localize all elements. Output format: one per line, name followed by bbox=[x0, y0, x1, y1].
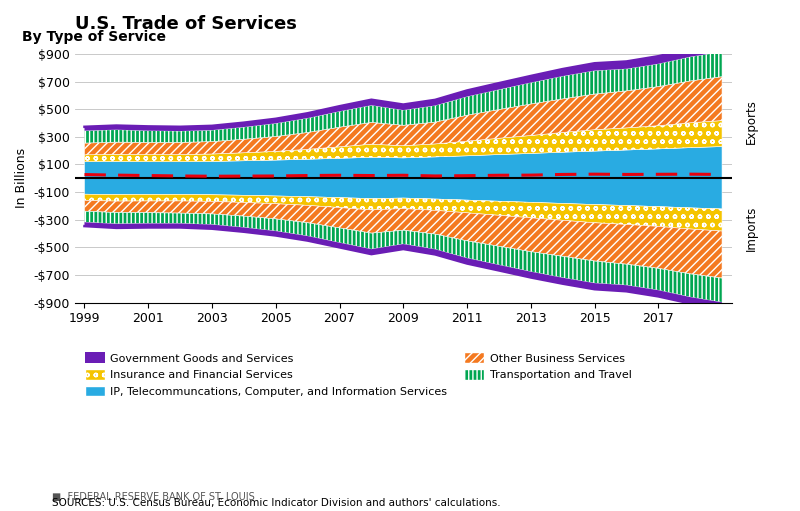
Text: By Type of Service: By Type of Service bbox=[22, 30, 166, 44]
Text: ■  FEDERAL RESERVE BANK OF ST. LOUIS: ■ FEDERAL RESERVE BANK OF ST. LOUIS bbox=[52, 492, 254, 502]
Legend: Government Goods and Services, Insurance and Financial Services, IP, Telecommunc: Government Goods and Services, Insurance… bbox=[81, 348, 636, 401]
Y-axis label: In Billions: In Billions bbox=[15, 148, 28, 208]
Text: U.S. Trade of Services: U.S. Trade of Services bbox=[75, 15, 297, 33]
Text: Exports: Exports bbox=[745, 99, 758, 144]
Text: SOURCES: U.S. Census Bureau, Economic Indicator Division and authors' calculatio: SOURCES: U.S. Census Bureau, Economic In… bbox=[52, 498, 501, 508]
Text: Imports: Imports bbox=[745, 205, 758, 251]
